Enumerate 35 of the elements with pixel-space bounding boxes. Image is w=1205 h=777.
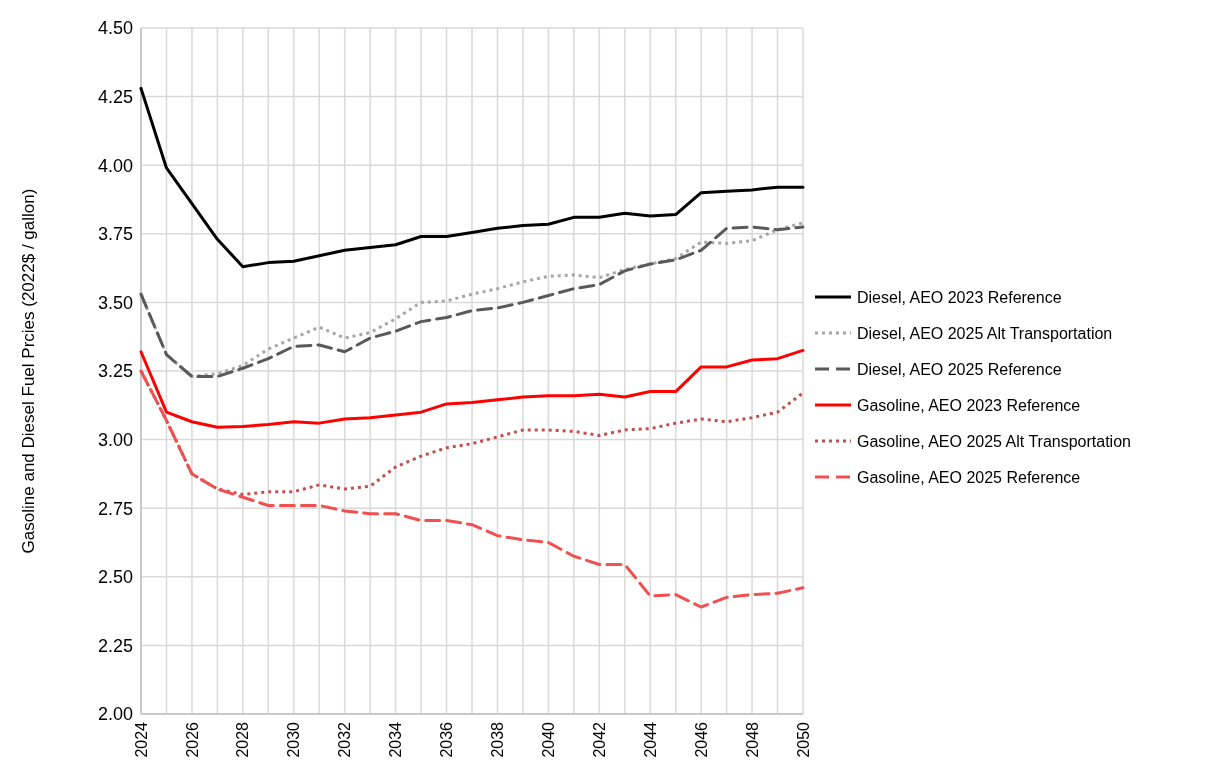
line-series bbox=[139, 369, 805, 609]
y-tick-label: 3.00 bbox=[97, 429, 133, 450]
y-tick-label: 2.25 bbox=[97, 635, 133, 656]
x-tick-label: 2046 bbox=[692, 721, 710, 758]
y-tick-label: 4.00 bbox=[97, 155, 133, 176]
legend-label: Diesel, AEO 2025 Alt Transportation bbox=[857, 324, 1113, 342]
y-tick-label: 2.50 bbox=[97, 567, 133, 588]
y-tick-label: 2.00 bbox=[97, 704, 133, 725]
y-tick-label: 4.25 bbox=[97, 86, 133, 107]
x-tick-label: 2034 bbox=[387, 721, 405, 758]
x-tick-label: 2038 bbox=[489, 721, 507, 758]
legend-label: Diesel, AEO 2025 Reference bbox=[857, 360, 1062, 378]
x-tick-label: 2026 bbox=[183, 721, 201, 758]
legend-label: Diesel, AEO 2023 Reference bbox=[857, 288, 1062, 306]
y-tick-label: 3.75 bbox=[97, 224, 133, 245]
line-series bbox=[139, 86, 805, 269]
x-tick-label: 2024 bbox=[132, 721, 150, 758]
x-tick-label: 2032 bbox=[336, 721, 354, 758]
y-axis-title: Gasoline and Diesel Fuel Prcies (2022$ / gallon) bbox=[19, 188, 38, 554]
y-tick-label: 3.50 bbox=[97, 292, 133, 313]
x-tick-label: 2042 bbox=[590, 721, 608, 758]
x-tick-label: 2030 bbox=[285, 721, 303, 758]
legend-label: Gasoline, AEO 2023 Reference bbox=[857, 396, 1081, 414]
x-tick-label: 2036 bbox=[438, 721, 456, 758]
line-series bbox=[139, 348, 805, 429]
legend-label: Gasoline, AEO 2025 Reference bbox=[857, 468, 1081, 486]
x-tick-label: 2028 bbox=[234, 721, 252, 758]
x-tick-label: 2040 bbox=[539, 721, 557, 758]
legend-label: Gasoline, AEO 2025 Alt Transportation bbox=[857, 432, 1131, 450]
y-tick-label: 3.25 bbox=[97, 361, 133, 382]
y-tick-label: 4.50 bbox=[97, 18, 133, 39]
x-tick-label: 2050 bbox=[794, 721, 812, 758]
x-tick-label: 2044 bbox=[641, 721, 659, 758]
x-tick-label: 2048 bbox=[743, 721, 761, 758]
y-tick-label: 2.75 bbox=[97, 498, 133, 519]
